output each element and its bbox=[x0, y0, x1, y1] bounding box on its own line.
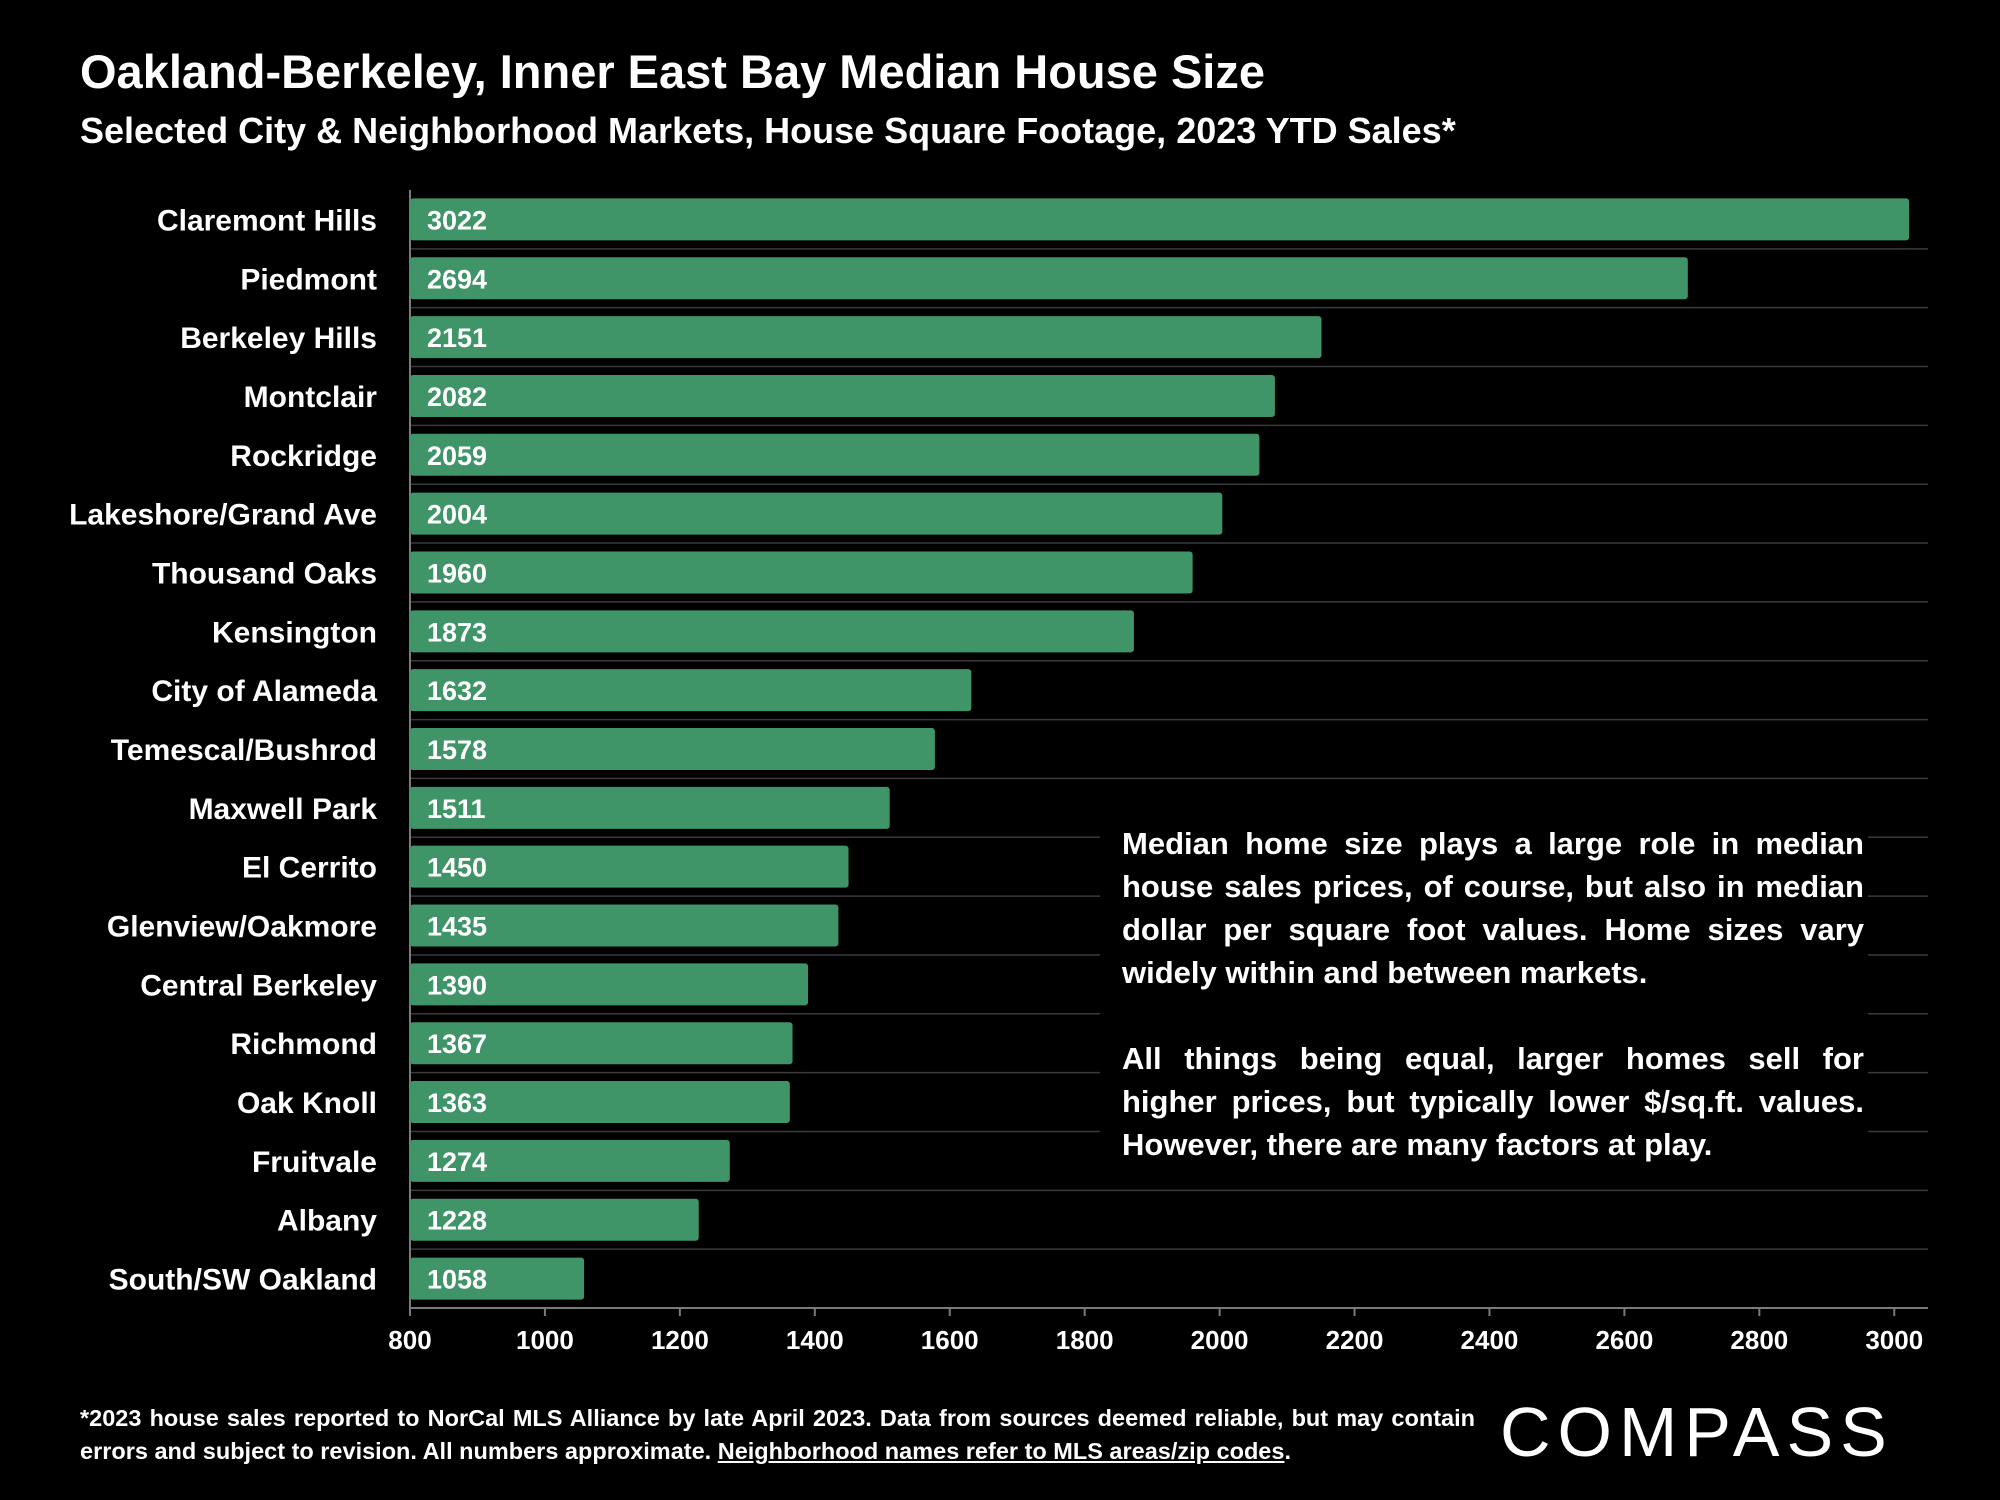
category-label: Fruitvale bbox=[252, 1146, 377, 1179]
x-tick-label: 800 bbox=[388, 1325, 431, 1355]
bar bbox=[410, 257, 1688, 300]
bar bbox=[410, 786, 890, 829]
x-tick-label: 1200 bbox=[651, 1325, 709, 1355]
x-tick-label: 3000 bbox=[1865, 1325, 1923, 1355]
category-label: Thousand Oaks bbox=[152, 557, 377, 590]
category-label: Richmond bbox=[230, 1028, 377, 1061]
bar bbox=[410, 551, 1193, 594]
compass-logo-text: COMPASS bbox=[1500, 1393, 1894, 1470]
bar bbox=[410, 1022, 793, 1065]
x-tick-label: 2400 bbox=[1461, 1325, 1519, 1355]
category-label: South/SW Oakland bbox=[109, 1264, 377, 1297]
bar bbox=[410, 433, 1260, 476]
data-label: 2151 bbox=[427, 323, 487, 353]
x-tick-label: 2600 bbox=[1595, 1325, 1653, 1355]
x-tick-label: 2000 bbox=[1191, 1325, 1249, 1355]
category-label: Claremont Hills bbox=[157, 204, 377, 237]
category-label: Berkeley Hills bbox=[180, 322, 377, 355]
bar bbox=[410, 198, 1910, 241]
data-label: 1960 bbox=[427, 558, 487, 588]
x-tick-label: 1000 bbox=[516, 1325, 574, 1355]
bar bbox=[410, 669, 972, 712]
bar bbox=[410, 728, 935, 770]
data-label: 1363 bbox=[427, 1088, 487, 1118]
data-label: 2694 bbox=[427, 264, 487, 294]
chart-subtitle: Selected City & Neighborhood Markets, Ho… bbox=[80, 110, 1456, 151]
data-label: 1450 bbox=[427, 853, 487, 883]
data-label: 3022 bbox=[427, 205, 487, 235]
category-label: City of Alameda bbox=[151, 675, 377, 708]
data-label: 1228 bbox=[427, 1206, 487, 1236]
footnote: *2023 house sales reported to NorCal MLS… bbox=[80, 1402, 1475, 1468]
category-label: El Cerrito bbox=[242, 852, 377, 885]
annotation-box: Median home size plays a large role in m… bbox=[1100, 820, 1868, 1172]
bar bbox=[410, 1198, 699, 1241]
data-label: 1632 bbox=[427, 676, 487, 706]
footnote-end: . bbox=[1284, 1438, 1291, 1464]
data-label: 1578 bbox=[427, 735, 487, 765]
category-label: Central Berkeley bbox=[140, 969, 377, 1002]
bar bbox=[410, 904, 839, 947]
x-tick-label: 1800 bbox=[1056, 1325, 1114, 1355]
category-label: Rockridge bbox=[230, 440, 377, 473]
bar bbox=[410, 1139, 730, 1182]
bar bbox=[410, 963, 809, 1006]
x-tick-label: 2200 bbox=[1326, 1325, 1384, 1355]
bar bbox=[410, 492, 1223, 535]
footnote-link[interactable]: Neighborhood names refer to MLS areas/zi… bbox=[717, 1438, 1285, 1464]
data-label: 1367 bbox=[427, 1029, 487, 1059]
data-label: 2082 bbox=[427, 382, 487, 412]
compass-logo: COMPASS bbox=[1500, 1393, 1894, 1470]
bar bbox=[410, 1081, 790, 1124]
category-label: Maxwell Park bbox=[189, 793, 378, 826]
annotation-paragraph-1: Median home size plays a large role in m… bbox=[1122, 826, 1864, 990]
category-label: Glenview/Oakmore bbox=[107, 911, 377, 944]
x-tick-label: 2800 bbox=[1730, 1325, 1788, 1355]
data-label: 2004 bbox=[427, 500, 487, 530]
data-label: 1274 bbox=[427, 1147, 487, 1177]
bar bbox=[410, 316, 1322, 359]
chart-title: Oakland-Berkeley, Inner East Bay Median … bbox=[80, 45, 1266, 98]
category-label: Kensington bbox=[212, 616, 377, 649]
bar bbox=[410, 845, 849, 888]
bar bbox=[410, 1257, 585, 1300]
category-label: Temescal/Bushrod bbox=[111, 734, 377, 767]
category-label: Montclair bbox=[244, 381, 378, 414]
data-label: 1390 bbox=[427, 970, 487, 1000]
category-label: Albany bbox=[277, 1205, 377, 1238]
annotation-paragraph-2: All things being equal, larger homes sel… bbox=[1122, 1041, 1864, 1162]
bar-chart: Claremont Hills 3022 Piedmont 2694 Berkeley … bbox=[69, 190, 1928, 1355]
data-label: 1873 bbox=[427, 617, 487, 647]
data-label: 1435 bbox=[427, 912, 487, 942]
data-label: 1511 bbox=[427, 794, 486, 824]
x-tick-label: 1400 bbox=[786, 1325, 844, 1355]
category-label: Oak Knoll bbox=[237, 1087, 377, 1120]
bar bbox=[410, 610, 1134, 653]
data-label: 1058 bbox=[427, 1265, 487, 1295]
bar bbox=[410, 374, 1275, 417]
x-tick-label: 1600 bbox=[921, 1325, 979, 1355]
footnote-text: *2023 house sales reported to NorCal MLS… bbox=[80, 1405, 1475, 1464]
category-label: Piedmont bbox=[240, 263, 377, 296]
data-label: 2059 bbox=[427, 441, 487, 471]
category-label: Lakeshore/Grand Ave bbox=[69, 499, 377, 532]
